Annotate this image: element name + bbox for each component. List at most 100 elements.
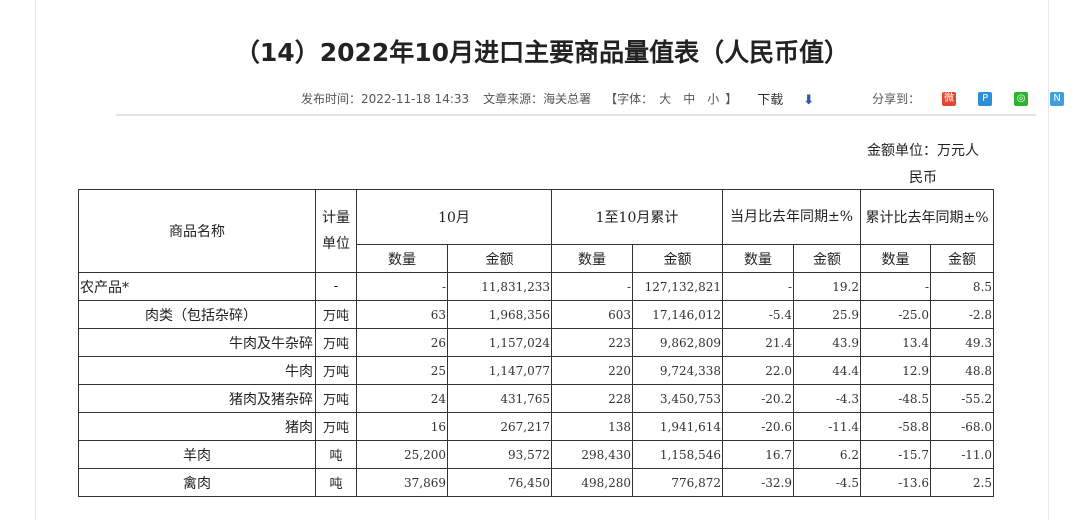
- value-cell: -58.8: [860, 412, 931, 441]
- value-cell: 12.9: [860, 356, 931, 385]
- value-cell: 76,450: [447, 468, 552, 497]
- value-cell: 11,831,233: [447, 272, 552, 301]
- value-cell: 44.4: [793, 356, 861, 385]
- value-cell: -4.3: [793, 384, 861, 413]
- value-cell: 3,450,753: [632, 384, 723, 413]
- header-month: 10月: [356, 189, 552, 245]
- value-cell: 223: [551, 328, 633, 357]
- value-cell: -25.0: [860, 300, 931, 329]
- unit-cell: -: [315, 272, 357, 301]
- unit-cell: 吨: [315, 468, 357, 497]
- value-cell: -5.4: [722, 300, 794, 329]
- header-qty: 数量: [356, 244, 448, 273]
- value-cell: -: [860, 272, 931, 301]
- value-cell: -48.5: [860, 384, 931, 413]
- value-cell: 43.9: [793, 328, 861, 357]
- product-name: 牛肉及牛杂碎: [78, 328, 316, 357]
- table-row: 牛肉及牛杂碎 万吨 26 1,157,024 223 9,862,809 21.4 43.9 1…: [78, 328, 994, 357]
- font-medium-link[interactable]: 中: [683, 92, 696, 106]
- value-cell: 1,147,077: [447, 356, 552, 385]
- header-amt: 金额: [632, 244, 723, 273]
- value-cell: -: [722, 272, 794, 301]
- download-link[interactable]: 下载 ⬇: [757, 89, 828, 108]
- value-cell: 1,158,546: [632, 440, 723, 469]
- unit-line-2: 民币: [909, 170, 937, 186]
- share-label: 分享到：: [872, 92, 921, 106]
- unit-cell: 吨: [315, 440, 357, 469]
- value-cell: 16.7: [722, 440, 794, 469]
- table-row: 肉类（包括杂碎） 万吨 63 1,968,356 603 17,146,012 -5.4 25…: [78, 300, 994, 329]
- header-unit: 计量单位: [315, 189, 357, 273]
- header-amt: 金额: [447, 244, 552, 273]
- value-cell: -11.4: [793, 412, 861, 441]
- table-row: 猪肉及猪杂碎 万吨 24 431,765 228 3,450,753 -20.2 -4.3 -4…: [78, 384, 994, 413]
- header-amt: 金额: [793, 244, 861, 273]
- table-row: 禽肉吨 37,869 76,450 498,280 776,872 -32.9 -4.5 -1…: [78, 468, 994, 497]
- value-cell: 267,217: [447, 412, 552, 441]
- wechat-icon[interactable]: ◎: [1014, 91, 1029, 106]
- value-cell: -55.2: [930, 384, 994, 413]
- product-name: 猪肉及猪杂碎: [78, 384, 316, 413]
- value-cell: -: [356, 272, 448, 301]
- font-large-link[interactable]: 大: [659, 92, 672, 106]
- header-qty: 数量: [551, 244, 633, 273]
- download-icon: ⬇: [803, 93, 815, 108]
- value-cell: -11.0: [930, 440, 994, 469]
- value-cell: 138: [551, 412, 633, 441]
- value-cell: -2.8: [930, 300, 994, 329]
- unit-cell: 万吨: [315, 356, 357, 385]
- value-cell: 603: [551, 300, 633, 329]
- value-cell: 1,941,614: [632, 412, 723, 441]
- header-cumulative: 1至10月累计: [551, 189, 723, 245]
- table-row: 牛肉 万吨 25 1,147,077 220 9,724,338 22.0 44.4 12.9 4…: [78, 356, 994, 385]
- header-name: 商品名称: [78, 189, 316, 273]
- font-small-link[interactable]: 小: [707, 92, 720, 106]
- value-cell: 298,430: [551, 440, 633, 469]
- value-cell: -68.0: [930, 412, 994, 441]
- header-amt: 金额: [930, 244, 994, 273]
- article-meta: 发布时间：2022-11-18 14:33 文章来源：海关总署 【字体： 大中小】…: [301, 89, 1080, 108]
- value-cell: -13.6: [860, 468, 931, 497]
- value-cell: -20.6: [722, 412, 794, 441]
- value-cell: 37,869: [356, 468, 448, 497]
- unit-line-1: 金额单位：万元人: [867, 143, 979, 159]
- value-cell: 21.4: [722, 328, 794, 357]
- value-cell: 25,200: [356, 440, 448, 469]
- value-cell: 2.5: [930, 468, 994, 497]
- value-cell: 25.9: [793, 300, 861, 329]
- product-name: 牛肉: [78, 356, 316, 385]
- product-name: 农产品*: [78, 272, 316, 301]
- value-cell: 13.4: [860, 328, 931, 357]
- value-cell: -15.7: [860, 440, 931, 469]
- download-label: 下载: [757, 93, 784, 108]
- header-cum-yoy: 累计比去年同期±%: [860, 189, 994, 245]
- value-cell: 1,968,356: [447, 300, 552, 329]
- table-row: 猪肉 万吨 16 267,217 138 1,941,614 -20.6 -11.4 -58.8…: [78, 412, 994, 441]
- value-cell: 17,146,012: [632, 300, 723, 329]
- value-cell: 776,872: [632, 468, 723, 497]
- value-cell: -4.5: [793, 468, 861, 497]
- product-name: 猪肉: [78, 412, 316, 441]
- font-label: 【字体：: [605, 92, 654, 106]
- netease-icon[interactable]: N: [1050, 91, 1065, 106]
- unit-cell: 万吨: [315, 300, 357, 329]
- value-cell: 49.3: [930, 328, 994, 357]
- header-month-yoy: 当月比去年同期±%: [722, 189, 861, 245]
- qzone-icon[interactable]: P: [978, 91, 993, 106]
- page-title: （14）2022年10月进口主要商品量值表（人民币值）: [234, 38, 850, 67]
- unit-cell: 万吨: [315, 384, 357, 413]
- value-cell: -20.2: [722, 384, 794, 413]
- value-cell: 19.2: [793, 272, 861, 301]
- value-cell: 228: [551, 384, 633, 413]
- value-cell: 63: [356, 300, 448, 329]
- header-qty: 数量: [722, 244, 794, 273]
- article-source: 文章来源：海关总署: [483, 92, 592, 106]
- value-cell: 93,572: [447, 440, 552, 469]
- product-name: 禽肉: [78, 468, 316, 497]
- value-cell: 127,132,821: [632, 272, 723, 301]
- import-table: 商品名称 计量单位 10月 1至10月累计 当月比去年同期±% 累计比去年同期±…: [78, 189, 994, 497]
- product-name: 肉类（包括杂碎）: [78, 300, 316, 329]
- font-close: 】: [725, 92, 738, 106]
- publish-time: 发布时间：2022-11-18 14:33: [301, 92, 470, 106]
- weibo-icon[interactable]: 微: [942, 91, 957, 106]
